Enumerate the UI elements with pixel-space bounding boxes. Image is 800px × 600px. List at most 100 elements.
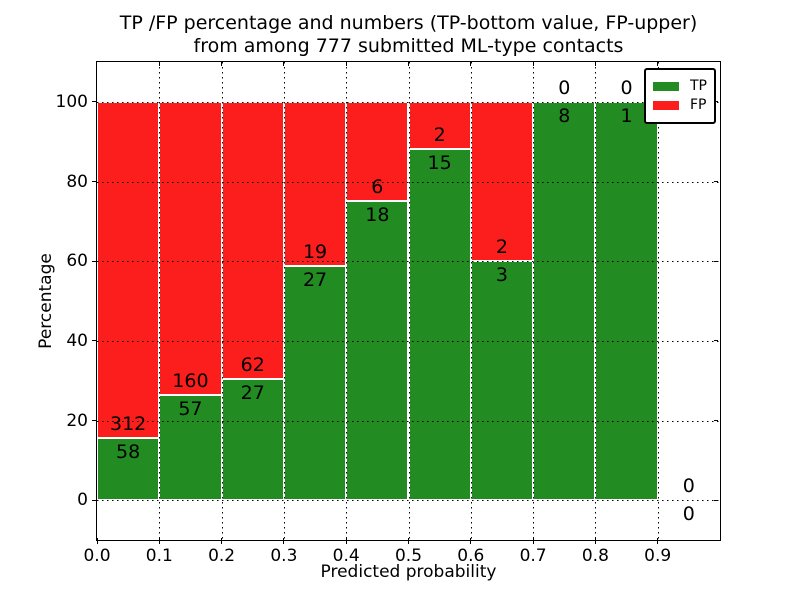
x-tick-label: 0.2 — [208, 546, 236, 566]
tick-mark — [714, 420, 718, 421]
x-axis-label: Predicted probability — [320, 562, 497, 582]
legend-item-tp: TP — [653, 78, 707, 94]
tick-mark — [470, 538, 472, 544]
bar-label-tp: 27 — [302, 269, 328, 292]
tick-mark — [92, 101, 97, 103]
tick-mark — [714, 340, 718, 342]
gridline-vertical — [283, 62, 285, 540]
bar-label-tp: 0 — [682, 503, 695, 526]
bar-segment-tp — [408, 148, 471, 501]
bar-segment-tp — [533, 101, 596, 501]
gridline-vertical — [346, 62, 348, 540]
bar-label-tp: 58 — [116, 440, 141, 463]
tick-mark — [345, 62, 347, 66]
bar-segment-fp — [221, 101, 284, 380]
tick-mark — [657, 538, 659, 544]
tick-mark — [92, 340, 97, 342]
bar-segment-tp — [159, 395, 222, 501]
bar-segment-fp — [97, 101, 160, 438]
tick-mark — [92, 181, 97, 182]
y-tick-label: 100 — [55, 91, 88, 112]
bar-label-tp: 18 — [365, 204, 390, 227]
tick-mark — [92, 260, 97, 262]
tick-mark — [283, 538, 285, 544]
legend-item-fp: FP — [653, 97, 707, 113]
tick-mark — [221, 62, 223, 66]
x-tick-label: 0.5 — [394, 546, 423, 566]
tick-mark — [345, 538, 347, 544]
x-tick-label: 0.4 — [332, 546, 360, 566]
tick-mark — [714, 260, 718, 262]
tick-mark — [657, 62, 659, 66]
x-tick-label: 0.9 — [644, 546, 672, 566]
tick-mark — [158, 62, 160, 66]
bar-label-fp: 6 — [371, 176, 384, 199]
bar-label-fp: 0 — [620, 76, 633, 99]
x-tick-label: 0.3 — [270, 546, 298, 566]
bar-label-fp: 2 — [495, 236, 508, 259]
legend-fp-swatch-icon — [653, 100, 679, 110]
bar-label-fp: 0 — [558, 76, 571, 99]
tick-mark — [408, 538, 409, 544]
tick-mark — [594, 538, 596, 544]
bar-label-tp: 3 — [495, 264, 508, 287]
y-tick-label: 60 — [66, 251, 88, 272]
tick-mark — [714, 101, 718, 103]
bar-label-tp: 15 — [427, 151, 452, 174]
bar-label-fp: 19 — [302, 241, 328, 264]
x-tick-label: 0.0 — [83, 546, 111, 566]
tick-mark — [158, 538, 160, 544]
y-axis-label: Percentage — [36, 253, 56, 349]
bar-label-fp: 160 — [172, 370, 209, 393]
tick-mark — [714, 499, 718, 501]
chart-title-line1: TP /FP percentage and numbers (TP-bottom… — [119, 12, 698, 34]
gridline-vertical — [595, 62, 597, 540]
gridline-vertical — [470, 62, 472, 540]
gridline-vertical — [657, 62, 659, 540]
y-tick-label: 0 — [77, 490, 88, 511]
y-tick-label: 20 — [66, 410, 88, 431]
tick-mark — [283, 62, 285, 66]
chart-title-line2: from among 777 submitted ML-type contact… — [193, 35, 624, 57]
tick-mark — [714, 181, 718, 182]
bar-label-fp: 312 — [110, 412, 147, 435]
x-tick-label: 0.6 — [457, 546, 485, 566]
plot-area: TP FP 312 58 160 57 62 27 19 27 6 18 2 15 2 3 0 8 0 1 0 0 — [92, 61, 721, 544]
x-tick-label: 0.8 — [581, 546, 609, 566]
bar-segment-fp — [159, 101, 222, 396]
bar-label-fp: 2 — [433, 123, 446, 146]
bar-label-fp: 62 — [240, 354, 265, 377]
x-tick-label: 0.7 — [519, 546, 547, 566]
bar-segment-tp — [97, 437, 160, 501]
gridline-vertical — [533, 62, 535, 540]
gridline-vertical — [159, 62, 161, 540]
bar-segment-tp — [283, 266, 347, 501]
bar-segment-tp — [595, 101, 658, 501]
bar-label-tp: 27 — [240, 382, 265, 405]
tick-mark — [470, 62, 472, 66]
tick-mark — [532, 538, 534, 544]
bar-label-tp: 57 — [178, 398, 203, 421]
bar-segment-fp — [283, 101, 347, 267]
gridline-vertical — [408, 62, 410, 540]
gridline-vertical — [221, 62, 223, 540]
bar-label-tp: 8 — [558, 104, 571, 127]
bar-label-tp: 1 — [620, 104, 633, 127]
tick-mark — [221, 538, 223, 544]
bar-segment-tp — [346, 201, 409, 501]
tick-mark — [92, 499, 97, 501]
legend-tp-label: TP — [690, 78, 707, 94]
tick-mark — [408, 62, 409, 66]
legend: TP FP — [644, 68, 716, 124]
tick-mark — [594, 62, 596, 66]
x-tick-label: 0.1 — [145, 546, 173, 566]
tick-mark — [532, 62, 534, 66]
legend-fp-label: FP — [690, 97, 707, 113]
tick-mark — [96, 538, 98, 544]
bar-segment-tp — [470, 261, 534, 501]
bar-label-fp: 0 — [682, 475, 695, 498]
y-tick-label: 40 — [66, 330, 88, 351]
legend-tp-swatch-icon — [653, 81, 679, 91]
y-tick-label: 80 — [66, 171, 88, 192]
